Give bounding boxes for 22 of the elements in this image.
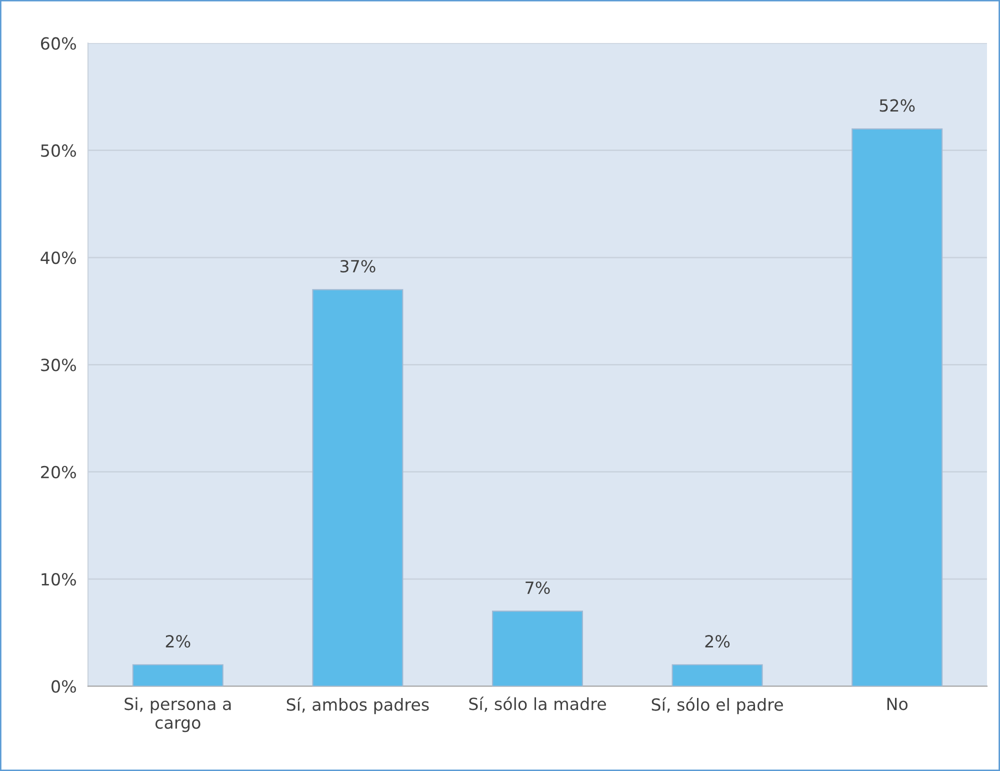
bar <box>132 664 224 686</box>
y-tick-label: 10% <box>42 572 76 586</box>
y-tick-label: 50% <box>41 144 76 157</box>
x-tick-label: Sí, sólo el padre <box>652 697 783 714</box>
data-label: 2% <box>705 635 730 648</box>
y-tick-label: 0% <box>52 680 76 693</box>
data-label: 37% <box>340 260 376 273</box>
x-tick-label: Si, persona a cargo <box>124 697 231 732</box>
y-tick-label: 60% <box>41 37 76 50</box>
bar <box>492 610 584 686</box>
data-label: 2% <box>166 635 190 648</box>
x-tick-label: Sí, sólo la madre <box>469 696 606 712</box>
data-label: 52% <box>880 99 915 112</box>
bar <box>312 289 404 686</box>
bar <box>672 664 763 686</box>
bar <box>852 128 943 686</box>
x-tick-label: Sí, ambos padres <box>286 697 429 714</box>
data-label: 7% <box>526 581 550 594</box>
x-tick-label: No <box>887 698 908 710</box>
y-tick-label: 40% <box>40 251 76 264</box>
y-tick-label: 20% <box>41 466 76 478</box>
y-tick-label: 30% <box>41 358 76 372</box>
